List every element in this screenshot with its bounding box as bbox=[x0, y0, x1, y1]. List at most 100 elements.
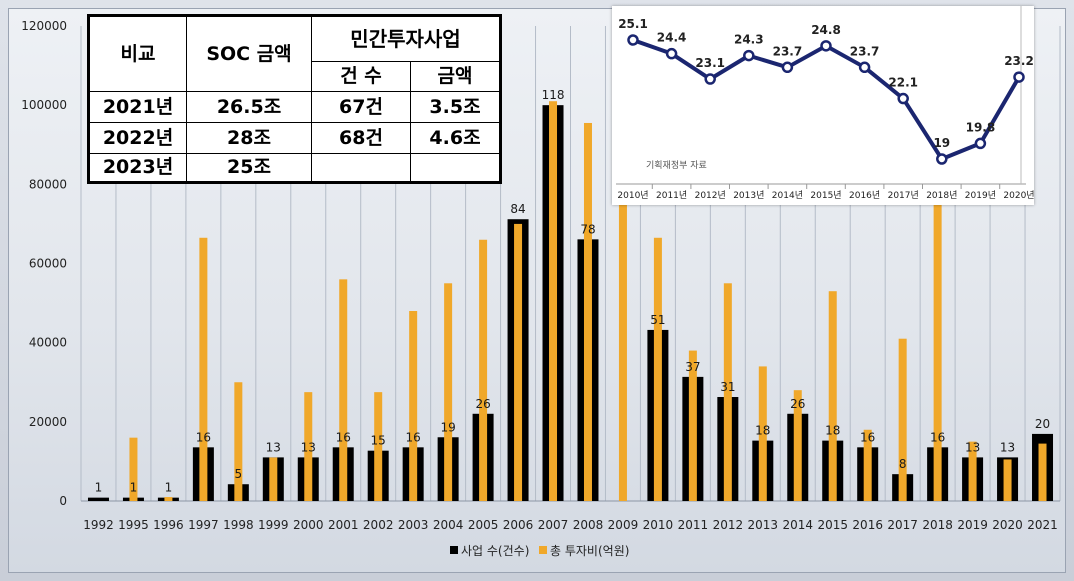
comparison-table: 비교 SOC 금액 민간투자사업 건 수 금액 2021년 26.5조 67건 … bbox=[87, 14, 502, 184]
inset-x-tick-label: 2018년 bbox=[926, 190, 957, 201]
x-tick-label: 1996 bbox=[153, 518, 184, 532]
row-2023-count bbox=[311, 153, 411, 183]
x-tick-label: 2000 bbox=[293, 518, 324, 532]
data-label-project-count: 19 bbox=[440, 420, 455, 434]
legend-label-total-investment: 총 투자비(억원) bbox=[550, 544, 629, 558]
inset-data-point bbox=[627, 34, 639, 46]
data-label-project-count: 16 bbox=[336, 430, 351, 444]
inset-data-label: 23.7 bbox=[850, 44, 880, 58]
inset-data-point bbox=[897, 92, 909, 105]
data-label-project-count: 84 bbox=[510, 202, 525, 216]
bar-total-investment bbox=[444, 283, 453, 501]
x-tick-label: 2010 bbox=[643, 518, 674, 532]
inset-data-label: 24.8 bbox=[811, 23, 841, 37]
x-tick-label: 2004 bbox=[433, 518, 464, 532]
y-tick-label: 100000 bbox=[21, 98, 67, 112]
inset-data-point bbox=[858, 61, 871, 74]
header-ppp: 민간투자사업 bbox=[311, 15, 501, 62]
inset-data-point bbox=[781, 61, 794, 74]
bar-total-investment bbox=[269, 457, 278, 501]
inset-data-label: 24.4 bbox=[657, 31, 687, 45]
inset-x-tick-label: 2017년 bbox=[888, 190, 919, 201]
x-tick-label: 2014 bbox=[782, 518, 813, 532]
inset-x-tick-label: 2013년 bbox=[733, 190, 764, 201]
x-tick-label: 1999 bbox=[258, 518, 289, 532]
data-label-project-count: 1 bbox=[165, 481, 173, 495]
inset-x-tick-label: 2014년 bbox=[772, 190, 803, 201]
data-label-project-count: 51 bbox=[650, 313, 665, 327]
inset-x-tick-label: 2012년 bbox=[695, 190, 726, 201]
inset-data-label: 25.1 bbox=[618, 17, 648, 31]
data-label-project-count: 31 bbox=[720, 380, 735, 394]
inset-data-point bbox=[665, 47, 678, 60]
header-compare: 비교 bbox=[88, 15, 187, 92]
bar-total-investment bbox=[549, 101, 558, 501]
bar-total-investment bbox=[1003, 459, 1012, 501]
x-tick-label: 2008 bbox=[573, 518, 604, 532]
x-tick-label: 1995 bbox=[118, 518, 149, 532]
x-tick-label: 2015 bbox=[817, 518, 848, 532]
data-label-project-count: 13 bbox=[965, 440, 980, 454]
data-label-project-count: 78 bbox=[580, 222, 595, 236]
inset-data-label: 24.3 bbox=[734, 33, 764, 47]
inset-x-tick-label: 2016년 bbox=[849, 190, 880, 201]
x-tick-label: 1997 bbox=[188, 518, 219, 532]
header-amount: 금액 bbox=[410, 61, 501, 92]
bar-total-investment bbox=[653, 237, 662, 502]
bar-total-investment bbox=[863, 429, 872, 501]
legend-swatch-total-investment bbox=[539, 546, 547, 554]
data-label-project-count: 26 bbox=[790, 397, 805, 411]
bar-total-investment bbox=[199, 237, 208, 502]
data-label-project-count: 16 bbox=[860, 430, 875, 444]
data-label-project-count: 16 bbox=[406, 430, 421, 444]
data-label-project-count: 18 bbox=[755, 424, 770, 438]
bar-total-investment bbox=[234, 382, 243, 501]
bar-total-investment bbox=[304, 392, 313, 501]
y-tick-label: 20000 bbox=[29, 415, 67, 429]
inset-x-tick-label: 2010년 bbox=[617, 190, 648, 201]
bar-total-investment bbox=[514, 223, 523, 501]
data-label-project-count: 37 bbox=[685, 360, 700, 374]
data-label-project-count: 26 bbox=[475, 397, 490, 411]
header-soc: SOC 금액 bbox=[186, 15, 312, 92]
inset-line-chart-panel: 25.1 2010년 24.4 2011년 23.1 2012년 24.3 2013년 23.7… bbox=[612, 6, 1039, 205]
x-tick-label: 2003 bbox=[398, 518, 429, 532]
data-label-project-count: 1 bbox=[130, 481, 138, 495]
inset-data-label: 23.7 bbox=[773, 44, 803, 58]
x-tick-label: 2005 bbox=[468, 518, 499, 532]
inset-line-chart: 25.1 2010년 24.4 2011년 23.1 2012년 24.3 2013년 23.7… bbox=[616, 6, 1039, 201]
x-tick-label: 2016 bbox=[852, 518, 883, 532]
x-tick-label: 2020 bbox=[992, 518, 1023, 532]
inset-series-line bbox=[632, 38, 1021, 161]
row-2023-soc: 25조 bbox=[186, 153, 312, 183]
data-label-project-count: 13 bbox=[301, 440, 316, 454]
bar-total-investment bbox=[583, 122, 592, 502]
inset-data-point bbox=[1013, 71, 1025, 83]
bar-total-investment bbox=[1038, 443, 1047, 501]
row-2023-amount bbox=[410, 153, 501, 183]
row-2022-soc: 28조 bbox=[186, 122, 312, 154]
x-tick-label: 2006 bbox=[503, 518, 534, 532]
data-label-project-count: 8 bbox=[899, 457, 907, 471]
bar-total-investment bbox=[479, 239, 488, 501]
inset-data-point bbox=[704, 73, 716, 85]
inset-data-label: 19 bbox=[933, 136, 950, 150]
inset-source-note: 기획재정부 자료 bbox=[646, 159, 707, 171]
inset-data-label: 23.1 bbox=[695, 56, 725, 70]
y-tick-label: 0 bbox=[59, 494, 67, 508]
x-tick-label: 2002 bbox=[363, 518, 394, 532]
bar-total-investment bbox=[409, 311, 418, 501]
data-label-project-count: 16 bbox=[196, 430, 211, 444]
bar-total-investment bbox=[828, 291, 837, 501]
inset-x-tick-label: 2011년 bbox=[656, 190, 687, 201]
data-label-project-count: 13 bbox=[1000, 440, 1015, 454]
bar-project-count bbox=[87, 497, 109, 501]
x-tick-label: 2011 bbox=[678, 518, 709, 532]
bar-total-investment bbox=[129, 437, 138, 501]
bar-total-investment bbox=[758, 366, 767, 501]
inset-data-point bbox=[743, 49, 755, 62]
data-label-project-count: 118 bbox=[542, 88, 565, 102]
y-tick-label: 80000 bbox=[29, 177, 67, 191]
legend-label-project-count: 사업 수(건수) bbox=[461, 544, 529, 558]
bar-total-investment bbox=[968, 441, 977, 501]
